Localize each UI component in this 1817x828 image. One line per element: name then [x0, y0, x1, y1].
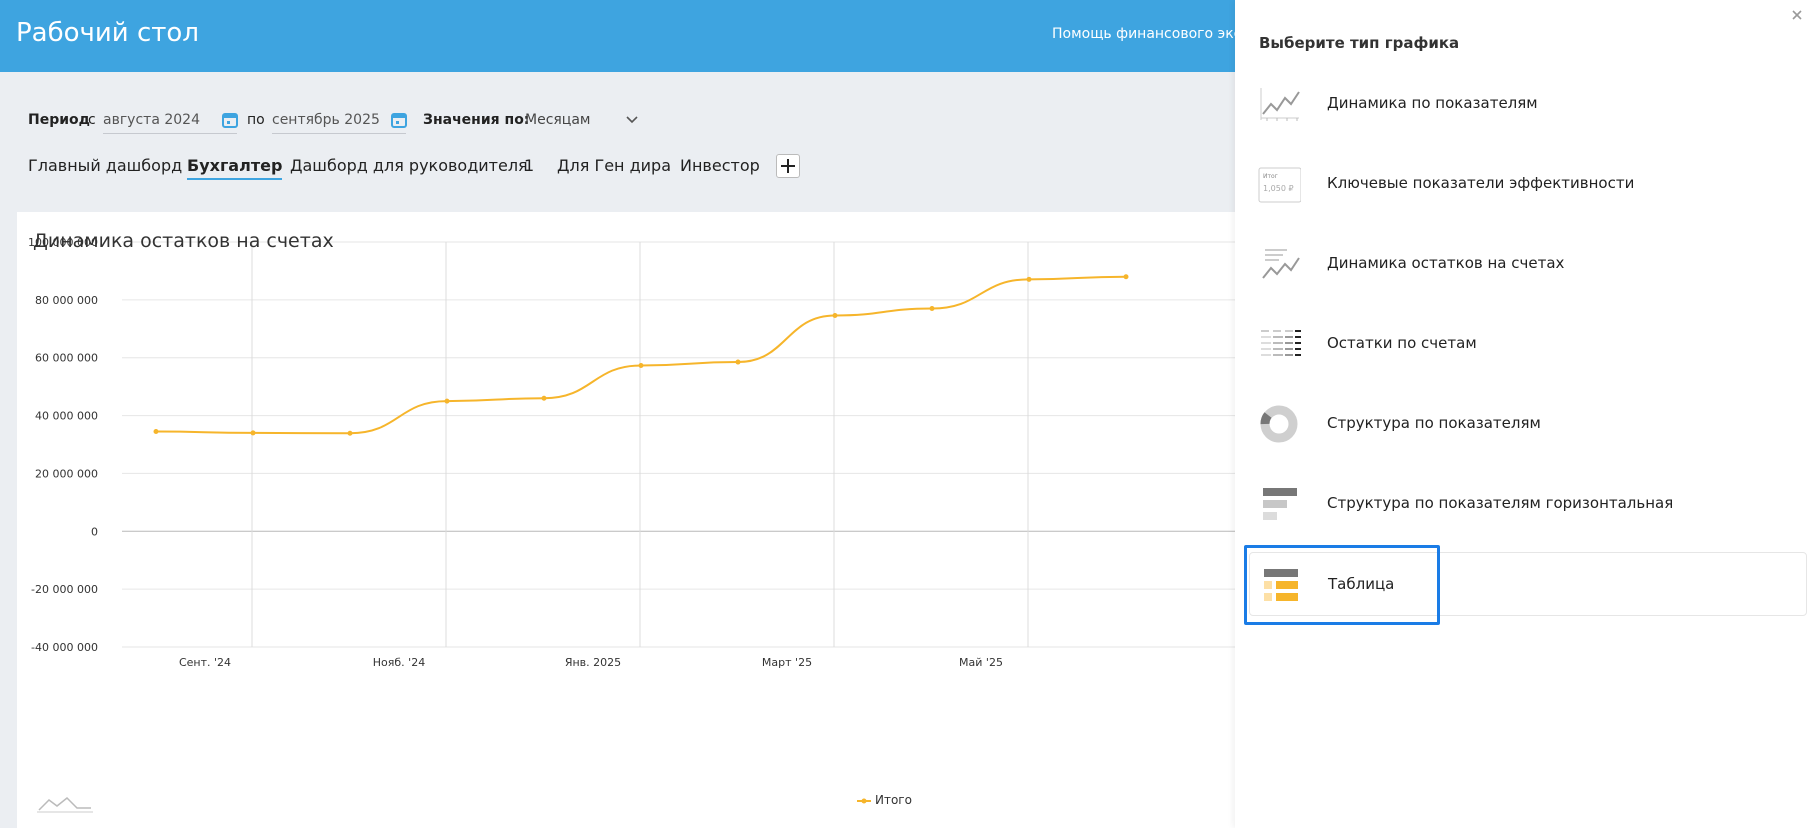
tab-main-dashboard[interactable]: Главный дашборд [28, 156, 183, 175]
chart-option-label: Динамика остатков на счетах [1327, 254, 1565, 272]
panel-title: Выберите тип графика [1259, 34, 1460, 52]
chart-option-kpi[interactable]: Итог 1,050 ₽ Ключевые показатели эффектив… [1249, 152, 1807, 216]
horizontal-bars-icon [1263, 488, 1297, 520]
page-title: Рабочий стол [16, 18, 199, 48]
donut-chart-icon [1260, 405, 1298, 443]
x-tick-label: Сент. '24 [179, 656, 231, 669]
chart-option-indicator-dynamics[interactable]: Динамика по показателям [1249, 72, 1807, 136]
table-bars-icon [1261, 330, 1301, 356]
values-by-select[interactable]: Месяцам [525, 112, 591, 128]
close-icon[interactable] [1790, 8, 1804, 22]
kpi-card-icon: Итог 1,050 ₽ [1258, 167, 1301, 203]
tab-ceo[interactable]: Для Ген дира [557, 156, 672, 175]
y-tick-label: 20 000 000 [35, 467, 98, 480]
to-label: по [247, 112, 265, 128]
data-point [444, 398, 450, 404]
balance-line-chart: 100 000 000 80 000 000 60 000 000 40 000 00… [28, 236, 1317, 669]
kpi-icon-value: 1,050 ₽ [1263, 184, 1294, 193]
data-point [1026, 276, 1032, 282]
chart-type-panel: Выберите тип графика Динамика по показат… [1235, 0, 1817, 828]
y-tick-label: 80 000 000 [35, 294, 98, 307]
chart-thumbnail-icon [37, 796, 93, 813]
chart-option-label: Ключевые показатели эффективности [1327, 174, 1635, 192]
chart-option-label: Структура по показателям [1327, 414, 1541, 432]
period-from-input[interactable]: августа 2024 [103, 108, 237, 134]
plus-icon [781, 159, 795, 173]
chart-option-label: Динамика по показателям [1327, 94, 1538, 112]
calendar-icon[interactable] [221, 111, 239, 129]
data-point [250, 430, 256, 436]
y-tick-label: 60 000 000 [35, 352, 98, 365]
add-tab-button[interactable] [776, 154, 800, 178]
chevron-down-icon[interactable] [625, 113, 639, 127]
line-chart-icon [1260, 88, 1300, 121]
data-point [638, 363, 644, 369]
x-tick-label: Март '25 [762, 656, 812, 669]
table-icon [1264, 569, 1298, 601]
chart-option-account-balances[interactable]: Остатки по счетам [1249, 312, 1807, 376]
x-tick-label: Янв. 2025 [565, 656, 621, 669]
chart-card: 100 000 000 80 000 000 60 000 000 40 000 00… [17, 212, 1317, 828]
x-tick-label: Нояб. '24 [373, 656, 425, 669]
data-point [1123, 274, 1129, 280]
y-tick-label: 100 000 000 [28, 236, 98, 249]
data-point [735, 359, 741, 365]
data-point [347, 430, 353, 436]
y-tick-label: -20 000 000 [31, 583, 98, 596]
tab-investor[interactable]: Инвестор [680, 156, 760, 175]
period-label: Период [28, 112, 90, 128]
tab-manager-dashboard[interactable]: Дашборд для руководителя [290, 156, 528, 175]
chart-title: Динамика остатков на счетах [33, 230, 334, 252]
calendar-icon[interactable] [390, 111, 408, 129]
balance-trend-icon [1262, 249, 1300, 279]
chart-option-balance-dynamics[interactable]: Динамика остатков на счетах [1249, 232, 1807, 296]
chart-option-label: Остатки по счетам [1327, 334, 1477, 352]
from-label: с [88, 112, 96, 128]
x-tick-label: Май '25 [959, 656, 1003, 669]
chart-legend[interactable]: Итого [857, 793, 912, 807]
data-point [153, 428, 159, 434]
data-point [929, 306, 935, 312]
kpi-icon-caption: Итог [1263, 173, 1278, 180]
legend-series-marker [857, 798, 871, 803]
chart-option-label: Таблица [1328, 575, 1395, 593]
y-tick-label: -40 000 000 [31, 641, 98, 654]
y-tick-label: 0 [91, 525, 98, 538]
values-by-label: Значения по: [423, 112, 530, 128]
data-point [541, 395, 547, 401]
chart-option-structure[interactable]: Структура по показателям [1249, 392, 1807, 456]
tab-1[interactable]: 1 [524, 156, 535, 175]
chart-option-label: Структура по показателям горизонтальная [1327, 494, 1674, 512]
period-to-input[interactable]: сентябрь 2025 [272, 108, 406, 134]
chart-option-table[interactable]: Таблица [1249, 552, 1807, 616]
help-link[interactable]: Помощь финансового эксп [1052, 26, 1251, 42]
chart-option-structure-horizontal[interactable]: Структура по показателям горизонтальная [1249, 472, 1807, 536]
data-point [832, 312, 838, 318]
y-tick-label: 40 000 000 [35, 410, 98, 423]
legend-series-label: Итого [875, 793, 912, 807]
tab-accountant[interactable]: Бухгалтер [187, 154, 283, 180]
